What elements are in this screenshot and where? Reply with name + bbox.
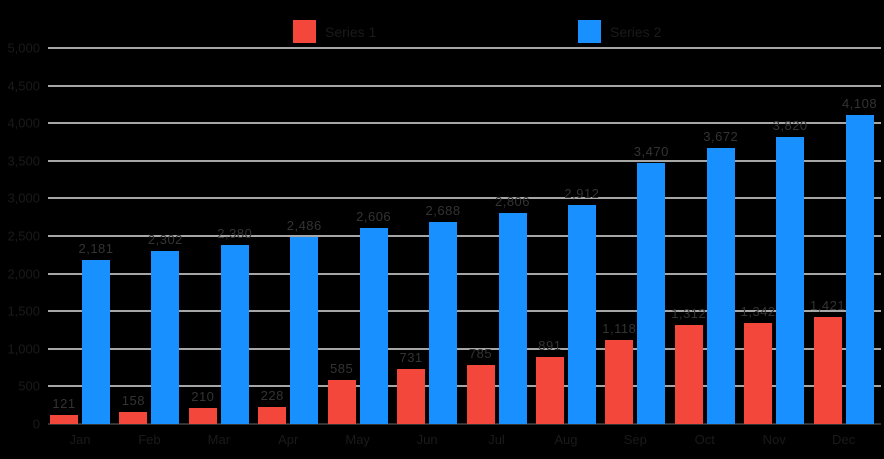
bar-series2 [429, 222, 458, 424]
legend-label-series1: Series 1 [325, 23, 377, 40]
grid-line [48, 84, 881, 87]
bar-series2 [776, 137, 805, 424]
x-category-label: Oct [694, 432, 715, 447]
x-category-label: Jul [488, 432, 505, 447]
bar-data-label: 3,672 [703, 129, 739, 144]
bar-data-label: 2,302 [147, 232, 183, 247]
bar-series2 [498, 213, 527, 424]
bar-series2 [567, 205, 596, 424]
bar-series1 [674, 325, 703, 424]
x-category-label: Jan [69, 432, 91, 447]
x-category-label: Aug [554, 432, 578, 447]
grid-line [48, 159, 881, 162]
bar-series1 [258, 407, 287, 424]
bar-series1 [605, 340, 634, 424]
y-tick-label: 5,000 [7, 40, 40, 56]
y-tick-label: 3,500 [7, 153, 40, 169]
x-category-label: Feb [138, 432, 161, 447]
bar-data-label: 3,470 [633, 144, 669, 159]
grid-line [48, 122, 881, 125]
x-category-label: Nov [762, 432, 786, 447]
bar-series2 [706, 148, 735, 424]
bar-data-label: 1,118 [602, 321, 637, 336]
x-category-label: Jun [416, 432, 438, 447]
grid-line [48, 197, 881, 200]
bar-series1 [188, 408, 217, 424]
bar-data-label: 228 [260, 388, 284, 403]
bar-series1 [535, 357, 564, 424]
bar-series1 [119, 412, 148, 424]
bar-data-label: 1,421 [810, 298, 846, 313]
y-tick-label: 1,500 [7, 303, 40, 319]
bar-data-label: 2,606 [356, 209, 392, 224]
x-category-label: Apr [278, 432, 299, 447]
bar-data-label: 3,820 [772, 118, 808, 133]
x-category-label: Sep [623, 432, 647, 447]
x-category-label: May [345, 432, 370, 447]
bar-series2 [220, 245, 249, 424]
bar-series2 [82, 260, 110, 424]
grid-line [48, 272, 881, 275]
y-tick-label: 2,000 [7, 266, 40, 282]
bar-data-label: 2,486 [286, 218, 322, 233]
y-tick-label: 4,500 [7, 78, 40, 94]
bar-data-label: 1,312 [671, 306, 707, 321]
bar-data-label: 1,342 [740, 304, 776, 319]
y-tick-label: 1,000 [7, 341, 40, 357]
grid-line [48, 385, 881, 388]
legend-swatch-series2-icon [578, 20, 601, 43]
baseline [48, 423, 881, 425]
y-tick-label: 500 [18, 378, 40, 394]
bar-series2 [637, 163, 666, 424]
bar-series2 [290, 237, 319, 424]
y-tick-label: 3,000 [7, 190, 40, 206]
legend-label-series2: Series 2 [610, 23, 662, 40]
legend-swatch-series1-icon [293, 20, 316, 43]
bar-data-label: 2,380 [217, 226, 253, 241]
bar-data-label: 2,688 [425, 203, 461, 218]
bar-data-label: 2,912 [564, 186, 600, 201]
bar-data-label: 891 [538, 338, 562, 353]
bar-data-label: 2,181 [78, 241, 114, 256]
bar-data-label: 785 [468, 346, 493, 361]
x-category-label: Dec [832, 432, 856, 447]
bar-series2 [151, 251, 180, 424]
bar-data-label: 121 [52, 396, 76, 411]
y-tick-label: 2,500 [7, 228, 40, 244]
bar-series2 [359, 228, 388, 424]
bar-series1 [813, 317, 842, 424]
grid-line [48, 347, 881, 350]
bar-data-label: 210 [191, 389, 215, 404]
bar-data-label: 4,108 [842, 96, 878, 111]
y-tick-label: 4,000 [7, 115, 40, 131]
x-category-label: Mar [207, 432, 231, 447]
bar-data-label: 731 [399, 350, 423, 365]
bar-series1 [744, 323, 773, 424]
grid-line [48, 235, 881, 237]
bar-series1 [466, 365, 495, 424]
y-tick-label: 0 [32, 416, 40, 432]
bar-series1 [50, 415, 78, 424]
legend-item-series1: Series 1 [293, 20, 376, 43]
grid-line [48, 47, 881, 49]
grid-line [48, 310, 881, 313]
bar-series2 [845, 115, 874, 424]
bar-data-label: 158 [121, 393, 146, 408]
bar-series1 [327, 380, 356, 424]
bar-data-label: 2,806 [494, 194, 531, 209]
bar-data-label: 585 [330, 361, 354, 376]
legend-item-series2: Series 2 [578, 20, 661, 43]
bar-series1 [397, 369, 426, 424]
